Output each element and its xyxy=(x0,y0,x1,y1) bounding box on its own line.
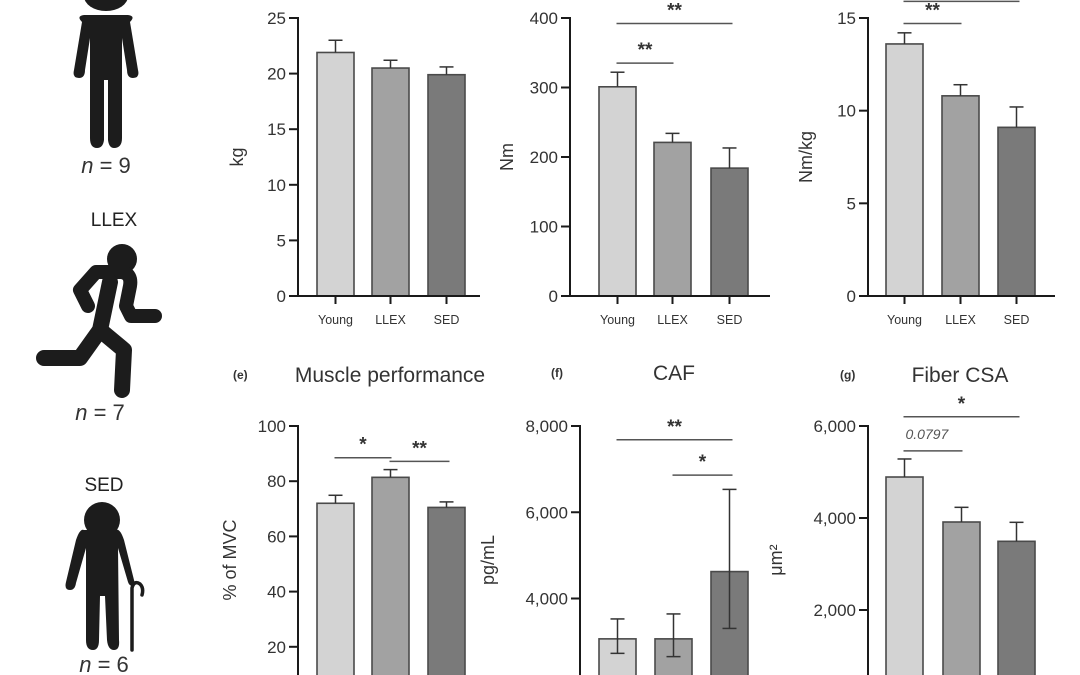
y-tick-label: 20 xyxy=(267,638,286,657)
elderly-person-with-cane-icon xyxy=(65,502,145,652)
y-tick-label: 0 xyxy=(277,287,286,306)
significance-label: * xyxy=(699,452,707,473)
y-tick-label: 4,000 xyxy=(525,590,568,609)
sed-group-label: SED xyxy=(84,475,123,496)
standing-person-icon xyxy=(73,0,139,148)
bar-young xyxy=(316,51,355,297)
x-tick-label: LLEX xyxy=(945,313,976,327)
significance-label: ** xyxy=(925,1,940,22)
bar-llex xyxy=(942,521,981,675)
y-tick-label: 8,000 xyxy=(525,417,568,436)
y-tick-label: 5 xyxy=(277,231,286,250)
bar-llex xyxy=(371,67,410,297)
bar-sed xyxy=(710,167,749,297)
panel-letter: (g) xyxy=(840,368,855,382)
y-tick-label: 4,000 xyxy=(813,509,856,528)
sed-n-label: n = 6 xyxy=(79,652,129,675)
y-tick-label: 10 xyxy=(837,102,856,121)
y-tick-label: 15 xyxy=(837,9,856,28)
significance-label: ** xyxy=(638,40,653,61)
y-axis-label: Nm/kg xyxy=(796,131,816,183)
group-legend: n = 9 LLEX n = 7 SED n = 6 xyxy=(36,0,162,675)
x-tick-label: SED xyxy=(434,313,460,327)
y-tick-label: 0 xyxy=(847,287,856,306)
x-tick-label: Young xyxy=(600,313,635,327)
y-axis-label: kg xyxy=(227,147,247,166)
significance-label: 0.0797 xyxy=(906,426,950,442)
y-axis-label: % of MVC xyxy=(220,519,240,600)
bar-llex xyxy=(653,141,692,297)
significance-label: ** xyxy=(667,1,682,22)
y-tick-label: 15 xyxy=(267,120,286,139)
significance-label: ** xyxy=(412,438,427,459)
y-axis-label: pg/mL xyxy=(478,535,498,585)
llex-n-label: n = 7 xyxy=(75,400,125,425)
x-tick-label: LLEX xyxy=(375,313,406,327)
x-tick-label: SED xyxy=(717,313,743,327)
significance-label: * xyxy=(958,394,966,415)
running-person-icon xyxy=(36,244,162,398)
y-tick-label: 100 xyxy=(258,417,286,436)
x-tick-label: Young xyxy=(318,313,353,327)
y-tick-label: 100 xyxy=(530,218,558,237)
y-tick-label: 200 xyxy=(530,148,558,167)
x-tick-label: Young xyxy=(887,313,922,327)
x-tick-label: LLEX xyxy=(657,313,688,327)
y-tick-label: 40 xyxy=(267,583,286,602)
young-n-label: n = 9 xyxy=(81,153,131,178)
bar-llex xyxy=(941,95,980,297)
y-tick-label: 10 xyxy=(267,176,286,195)
y-axis-label: μm² xyxy=(766,544,786,575)
y-tick-label: 60 xyxy=(267,527,286,546)
y-tick-label: 2,000 xyxy=(813,601,856,620)
panel-letter: (e) xyxy=(233,368,248,382)
bar-sed xyxy=(427,506,466,675)
y-tick-label: 25 xyxy=(267,9,286,28)
y-tick-label: 5 xyxy=(847,194,856,213)
panel-1: Young LLEX SED 0 5 10 15 20 25 kg xyxy=(227,9,480,327)
panel-4: (e) Muscle performance 20 40 60 80 100 % of MVC… xyxy=(220,364,485,675)
panel-title: Fiber CSA xyxy=(912,364,1009,387)
panel-3: Young LLEX SED 0 5 10 15 Nm/kg ** xyxy=(796,1,1055,327)
bar-young xyxy=(885,43,924,297)
bar-sed xyxy=(997,540,1036,675)
y-tick-label: 0 xyxy=(549,287,558,306)
y-tick-label: 300 xyxy=(530,79,558,98)
bar-sed xyxy=(427,73,466,297)
y-tick-label: 20 xyxy=(267,65,286,84)
bar-young xyxy=(885,476,924,675)
panel-title: CAF xyxy=(653,362,695,385)
y-tick-label: 6,000 xyxy=(813,417,856,436)
x-tick-label: SED xyxy=(1004,313,1030,327)
panel-2: Young LLEX SED 0 100 200 300 400 Nm ** ** xyxy=(497,1,770,327)
llex-group-label: LLEX xyxy=(91,210,138,231)
bar-sed xyxy=(997,126,1036,297)
bar-young xyxy=(598,86,637,297)
panel-6: (g) Fiber CSA 2,000 4,000 6,000 μm² 0.0797 * xyxy=(766,364,1036,675)
y-tick-label: 6,000 xyxy=(525,503,568,522)
panel-title: Muscle performance xyxy=(295,364,485,387)
bar-llex xyxy=(371,476,410,675)
y-tick-label: 400 xyxy=(530,9,558,28)
y-axis-label: Nm xyxy=(497,143,517,171)
panel-letter: (f) xyxy=(551,366,563,380)
significance-label: ** xyxy=(667,417,682,438)
significance-label: * xyxy=(359,435,367,456)
y-tick-label: 80 xyxy=(267,472,286,491)
bar-young xyxy=(316,502,355,675)
